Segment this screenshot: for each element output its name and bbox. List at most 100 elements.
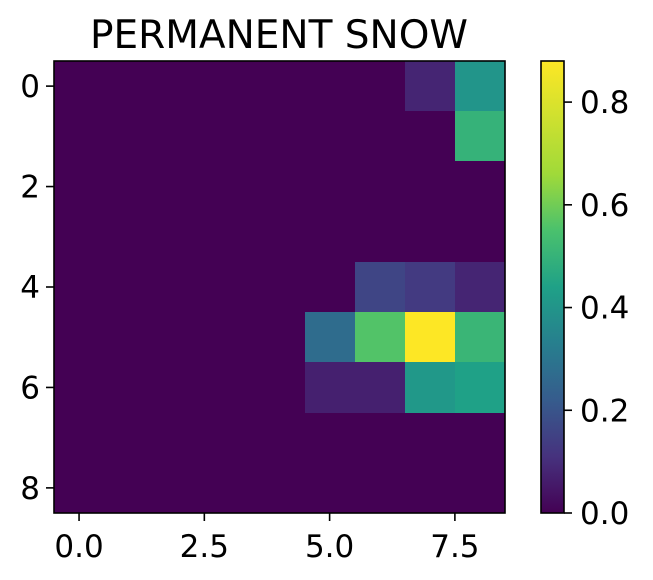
colorbar-tick-label: 0.4 <box>580 291 629 327</box>
heatmap-cell <box>54 212 105 263</box>
heatmap-cell <box>254 61 306 112</box>
heatmap-cell <box>455 463 506 514</box>
heatmap-cell <box>455 161 506 213</box>
heatmap-cell <box>405 111 456 162</box>
heatmap-cells <box>54 61 506 514</box>
heatmap-cell <box>405 463 456 514</box>
heatmap-cell <box>154 262 205 313</box>
heatmap-cell <box>254 161 306 213</box>
heatmap-cell <box>305 212 356 263</box>
heatmap-cell <box>154 111 205 162</box>
colorbar-tick-label: 0.0 <box>580 496 629 532</box>
x-tick-label: 7.5 <box>430 529 479 565</box>
heatmap-cell <box>204 413 255 464</box>
heatmap-cell <box>104 413 155 464</box>
heatmap-cell <box>305 362 356 414</box>
heatmap-cell <box>154 362 205 414</box>
heatmap-cell <box>305 312 356 363</box>
heatmap-cell <box>455 312 506 363</box>
y-tick-label: 2 <box>20 170 40 206</box>
heatmap-cell <box>355 61 406 112</box>
heatmap-cell <box>254 111 306 162</box>
x-tick-label: 5.0 <box>305 529 354 565</box>
heatmap-cell <box>405 61 456 112</box>
y-tick-label: 6 <box>20 370 40 406</box>
heatmap-cell <box>455 61 506 112</box>
heatmap-cell <box>305 111 356 162</box>
heatmap-cell <box>355 413 406 464</box>
colorbar-axis: 0.0 0.2 0.4 0.6 0.8 <box>564 85 629 532</box>
colorbar-tick-label: 0.2 <box>580 393 629 429</box>
heatmap-cell <box>104 212 155 263</box>
y-tick-label: 0 <box>20 69 40 105</box>
heatmap-cell <box>254 212 306 263</box>
colorbar-frame <box>540 60 565 514</box>
heatmap-cell <box>104 161 155 213</box>
heatmap-cell <box>455 262 506 313</box>
chart-title: PERMANENT SNOW <box>90 13 468 58</box>
heatmap-cell <box>254 463 306 514</box>
heatmap-cell <box>154 61 205 112</box>
heatmap-cell <box>305 161 356 213</box>
x-tick-label: 0.0 <box>54 529 103 565</box>
heatmap-cell <box>154 413 205 464</box>
heatmap-cell <box>355 312 406 363</box>
heatmap-cell <box>54 362 105 414</box>
y-axis: 0 2 4 6 8 <box>20 69 54 507</box>
heatmap-cell <box>154 161 205 213</box>
heatmap-cell <box>355 262 406 313</box>
heatmap-cell <box>104 362 155 414</box>
x-tick-label: 2.5 <box>180 529 229 565</box>
heatmap-cell <box>254 413 306 464</box>
heatmap-cell <box>355 161 406 213</box>
heatmap-cell <box>204 262 255 313</box>
y-tick-label: 4 <box>20 270 40 306</box>
y-tick-label: 8 <box>20 471 40 507</box>
heatmap-cell <box>204 212 255 263</box>
heatmap-cell <box>154 312 205 363</box>
heatmap-cell <box>104 312 155 363</box>
heatmap-cell <box>204 362 255 414</box>
heatmap-cell <box>204 161 255 213</box>
heatmap-cell <box>405 312 456 363</box>
heatmap-cell <box>355 362 406 414</box>
heatmap-cell <box>455 212 506 263</box>
heatmap-cell <box>305 463 356 514</box>
heatmap-cell <box>104 262 155 313</box>
heatmap-cell <box>154 212 205 263</box>
heatmap-cell <box>355 111 406 162</box>
heatmap-cell <box>54 111 105 162</box>
heatmap-cell <box>104 111 155 162</box>
heatmap-cell <box>204 463 255 514</box>
colorbar <box>541 61 564 513</box>
heatmap-cell <box>204 61 255 112</box>
heatmap-cell <box>355 463 406 514</box>
heatmap-cell <box>355 212 406 263</box>
heatmap-cell <box>405 413 456 464</box>
colorbar-tick-label: 0.6 <box>580 188 629 224</box>
heatmap-cell <box>305 262 356 313</box>
heatmap-cell <box>104 463 155 514</box>
heatmap-cell <box>54 161 105 213</box>
heatmap-cell <box>254 362 306 414</box>
heatmap-cell <box>305 413 356 464</box>
heatmap-cell <box>405 212 456 263</box>
heatmap-cell <box>254 262 306 313</box>
heatmap-cell <box>54 61 105 112</box>
heatmap-cell <box>204 111 255 162</box>
heatmap-cell <box>204 312 255 363</box>
heatmap-cell <box>405 161 456 213</box>
heatmap-cell <box>455 413 506 464</box>
heatmap-cell <box>154 463 205 514</box>
colorbar-tick-label: 0.8 <box>580 85 629 121</box>
heatmap-cell <box>405 262 456 313</box>
heatmap-cell <box>455 111 506 162</box>
heatmap-cell <box>305 61 356 112</box>
heatmap-cell <box>54 312 105 363</box>
heatmap-cell <box>405 362 456 414</box>
heatmap-cell <box>54 463 105 514</box>
heatmap-cell <box>104 61 155 112</box>
heatmap-cell <box>455 362 506 414</box>
x-axis: 0.0 2.5 5.0 7.5 <box>54 513 480 565</box>
